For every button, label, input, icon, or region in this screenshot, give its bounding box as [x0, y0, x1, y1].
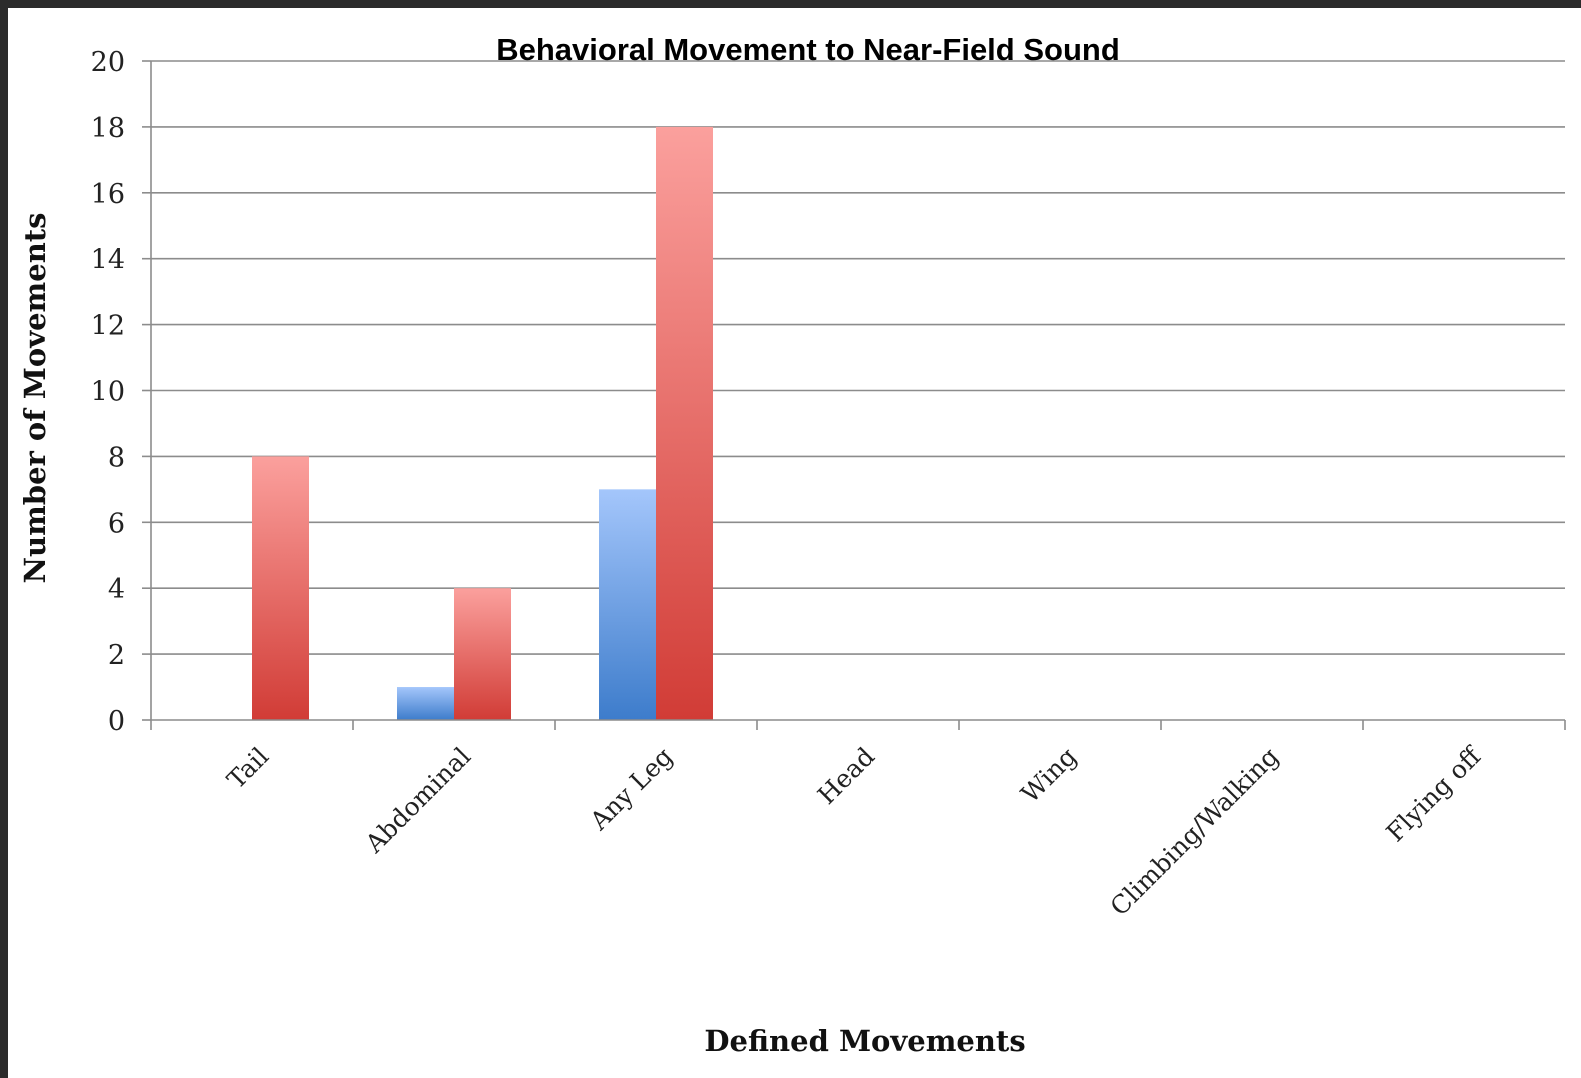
y-tick-label-10: 10	[91, 377, 125, 408]
x-axis-title: Defined Movements	[704, 1024, 1025, 1058]
bar-s1-any-leg	[656, 126, 713, 720]
y-tick-label-8: 8	[108, 442, 125, 473]
axes	[142, 60, 1566, 730]
y-tick-label-6: 6	[108, 508, 125, 539]
y-tick-label-18: 18	[91, 113, 125, 144]
bar-s1-abdominal	[454, 588, 511, 720]
bars	[252, 126, 713, 720]
y-tick-label-14: 14	[91, 245, 125, 276]
chart-frame: 0 2 4 6 8 10 12 14 16 18 20 Tail Abdominal Any Leg Hea…	[8, 8, 1581, 1078]
x-tick-label-any-leg: Any Leg	[584, 742, 678, 836]
y-axis-title: Number of Movements	[18, 213, 52, 584]
y-tick-label-2: 2	[108, 640, 125, 671]
y-tick-label-20: 20	[91, 47, 125, 78]
y-tick-label-12: 12	[91, 311, 125, 342]
bar-s0-any-leg	[599, 489, 656, 720]
chart-title: Behavioral Movement to Near-Field Sound	[496, 32, 1120, 67]
x-tick-label-flying-off: Flying off	[1381, 740, 1488, 847]
gridlines	[151, 60, 1565, 655]
bar-s1-tail	[252, 456, 309, 720]
x-tick-label-abdominal: Abdominal	[359, 742, 476, 859]
x-tick-label-wing: Wing	[1016, 742, 1083, 809]
x-tick-label-head: Head	[812, 742, 880, 810]
y-tick-label-4: 4	[108, 574, 125, 605]
bar-s0-abdominal	[397, 687, 454, 720]
bar-chart: 0 2 4 6 8 10 12 14 16 18 20 Tail Abdominal Any Leg Hea…	[18, 32, 1566, 1058]
x-tick-label-tail: Tail	[221, 742, 274, 795]
x-tick-label-climbing-walking: Climbing/Walking	[1105, 742, 1285, 922]
y-tick-label-16: 16	[91, 179, 125, 210]
y-tick-label-0: 0	[108, 706, 125, 737]
